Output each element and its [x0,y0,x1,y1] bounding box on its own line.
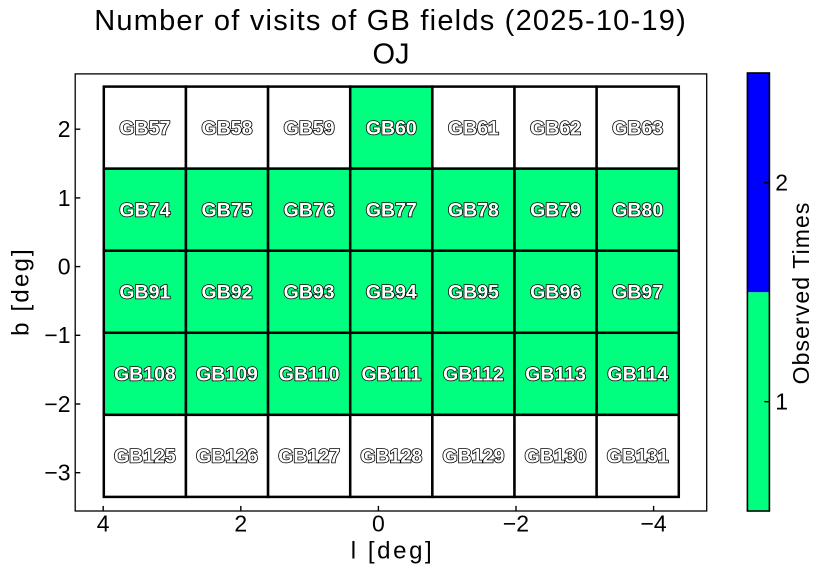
svg-text:−1: −1 [44,322,70,348]
svg-text:l [deg]: l [deg] [351,537,435,564]
svg-text:GB110: GB110 [279,364,340,386]
svg-text:GB58: GB58 [202,117,253,139]
svg-text:−4: −4 [640,510,666,536]
svg-text:2: 2 [58,116,71,142]
svg-text:1: 1 [775,388,788,414]
svg-text:GB96: GB96 [530,281,581,303]
svg-text:GB129: GB129 [443,446,505,468]
svg-text:GB93: GB93 [284,281,335,303]
svg-text:GB113: GB113 [525,364,586,386]
svg-text:GB114: GB114 [607,364,668,386]
svg-text:b [deg]: b [deg] [7,247,34,336]
svg-text:GB60: GB60 [366,117,417,139]
svg-text:GB59: GB59 [284,117,335,139]
svg-text:GB126: GB126 [196,446,258,468]
svg-text:Observed Times: Observed Times [788,201,814,384]
svg-text:GB76: GB76 [284,199,335,221]
svg-text:GB108: GB108 [114,364,176,386]
svg-text:GB79: GB79 [530,199,581,221]
svg-text:GB95: GB95 [448,281,499,303]
svg-text:0: 0 [372,510,385,536]
svg-text:GB61: GB61 [448,117,499,139]
svg-text:GB75: GB75 [202,199,253,221]
svg-text:GB131: GB131 [607,446,669,468]
svg-text:GB111: GB111 [361,364,421,386]
svg-text:GB128: GB128 [360,446,422,468]
svg-text:GB112: GB112 [443,364,504,386]
svg-text:1: 1 [58,185,71,211]
svg-text:OJ: OJ [372,38,409,70]
svg-text:2: 2 [775,170,788,196]
svg-text:GB97: GB97 [612,281,663,303]
svg-text:−3: −3 [44,460,70,486]
svg-text:−2: −2 [44,391,70,417]
svg-text:GB94: GB94 [366,281,417,303]
svg-text:2: 2 [234,510,247,536]
svg-text:GB92: GB92 [202,281,253,303]
svg-text:4: 4 [97,510,110,536]
svg-text:GB130: GB130 [525,446,587,468]
svg-text:GB78: GB78 [448,199,499,221]
svg-text:GB125: GB125 [114,446,176,468]
svg-text:GB91: GB91 [119,281,170,303]
svg-text:−2: −2 [503,510,529,536]
svg-text:GB74: GB74 [119,199,170,221]
svg-text:GB77: GB77 [366,199,417,221]
svg-text:GB62: GB62 [530,117,581,139]
svg-text:0: 0 [58,254,71,280]
svg-text:GB63: GB63 [612,117,663,139]
svg-text:Number of visits of GB fields: Number of visits of GB fields (2025-10-1… [94,5,687,37]
svg-text:GB127: GB127 [278,446,340,468]
svg-text:GB80: GB80 [612,199,663,221]
svg-text:GB109: GB109 [196,364,258,386]
svg-text:GB57: GB57 [119,117,170,139]
